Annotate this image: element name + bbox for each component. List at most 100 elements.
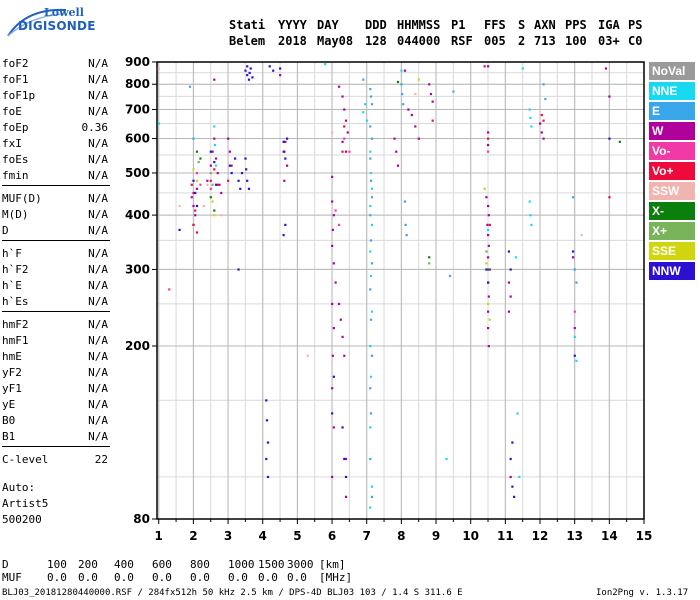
parameter-row: MUF(D) N/A [2, 190, 110, 206]
echo-point-nnw [279, 67, 282, 70]
parameter-name: fxI [2, 136, 22, 150]
echo-point-x [197, 160, 200, 164]
parameter-value: N/A [88, 333, 108, 347]
echo-point-w [608, 95, 611, 98]
echo-point-w [341, 140, 344, 143]
parameter-name: M(D) [2, 207, 29, 221]
echo-point-w [331, 387, 334, 390]
muf-value: 0.0 [114, 571, 134, 584]
echo-point-nnw [507, 250, 511, 253]
echo-point-e [448, 274, 452, 278]
header-field-value-7: 2 [518, 34, 526, 48]
echo-point-w [343, 108, 346, 111]
header-field-label-5: P1 [451, 18, 466, 32]
echo-point-e [369, 457, 372, 461]
distance-value: 800 [190, 558, 210, 571]
echo-point-nnw [240, 171, 244, 175]
echo-point-w [285, 164, 289, 167]
echo-point-sse [483, 187, 486, 190]
echo-point-w [487, 310, 490, 313]
parameter-name: B0 [2, 413, 16, 427]
echo-point-x [211, 183, 214, 186]
echo-point-w [279, 74, 282, 77]
echo-point-vo [608, 196, 611, 199]
echo-point-nnw [237, 179, 240, 182]
x-tick-label: 3 [224, 529, 232, 543]
parameter-value: N/A [88, 278, 108, 292]
echo-point-w [331, 302, 334, 306]
echo-point-w [332, 326, 335, 330]
echo-point-nne [487, 228, 490, 232]
echo-point-nne [213, 125, 216, 128]
echo-point-ssw [157, 67, 160, 70]
echo-point-nne [530, 223, 533, 227]
parameter-value: N/A [88, 56, 108, 70]
echo-point-w [194, 214, 197, 217]
echo-point-nne [370, 187, 374, 190]
echo-point-x [209, 196, 212, 199]
echo-point-e [542, 83, 545, 86]
echo-point-x [199, 157, 202, 160]
echo-point-w [206, 179, 209, 182]
echo-point-w [488, 268, 491, 271]
echo-point-w [192, 204, 195, 208]
echo-point-w [487, 214, 490, 217]
echo-point-sse [195, 179, 199, 182]
echo-point-w [604, 67, 608, 70]
echo-point-w [331, 228, 334, 232]
echo-point-nne [530, 125, 533, 128]
parameter-row: h`F2 N/A [2, 261, 110, 277]
echo-point-w [487, 143, 490, 147]
echo-point-e [571, 196, 575, 199]
parameter-name: hmF1 [2, 333, 29, 347]
parameter-value: N/A [88, 317, 108, 331]
echo-point-w [331, 200, 334, 203]
parameter-row: hmE N/A [2, 348, 110, 364]
header-field-value-11: C0 [628, 34, 643, 48]
ionospheric-parameters-panel: foF2 N/A foF1 N/A foF1p N/A foE N/A foEp 0.36 fxI N… [2, 55, 110, 467]
echo-point-nnw [511, 485, 514, 488]
echo-point-nnw [268, 65, 271, 68]
legend-item-sse: SSE [649, 242, 695, 260]
echo-point-nne [214, 164, 218, 167]
parameter-name: C-level [2, 452, 49, 466]
legend-item-ssw: SSW [649, 182, 695, 200]
echo-point-vo [216, 183, 219, 186]
echo-point-vo [192, 191, 195, 195]
echo-point-nne [213, 143, 217, 147]
header-field-value-9: 100 [565, 34, 587, 48]
echo-point-e [544, 97, 547, 101]
echo-point-nne [573, 335, 576, 338]
header-field-label-4: HHMMSS [397, 18, 441, 32]
echo-point-nne [369, 250, 372, 253]
echo-point-x [428, 256, 431, 259]
parameter-row: hmF1 N/A [2, 332, 110, 348]
echo-point-w [410, 113, 413, 117]
echo-point-nnw [233, 157, 237, 160]
echo-point-w [486, 223, 489, 227]
parameter-value: N/A [88, 246, 108, 260]
y-tick-label: 300 [125, 262, 150, 276]
header-field-value-6: 005 [484, 34, 506, 48]
echo-point-w [337, 85, 341, 88]
echo-point-nnw [487, 281, 490, 284]
parameter-value: 0.36 [81, 120, 109, 134]
auto-label: Auto: [2, 481, 36, 494]
parameter-row: foEp 0.36 [2, 119, 110, 135]
parameter-row: foF1p N/A [2, 87, 110, 103]
echo-point-vo [343, 137, 346, 140]
header-field-label-10: IGA [598, 18, 620, 32]
echo-point-w [487, 244, 490, 248]
parameter-value: N/A [88, 397, 108, 411]
auto-program: Artist5 [2, 497, 49, 510]
echo-point-w [487, 65, 490, 68]
echo-point-w [431, 100, 434, 103]
echo-point-e [369, 318, 373, 321]
echo-point-vo [195, 171, 199, 175]
echo-point-e [573, 268, 576, 271]
distance-value: 600 [152, 558, 172, 571]
echo-point-x [213, 209, 216, 212]
legend-item-noval: NoVal [649, 62, 695, 80]
echo-point-w [284, 140, 287, 143]
